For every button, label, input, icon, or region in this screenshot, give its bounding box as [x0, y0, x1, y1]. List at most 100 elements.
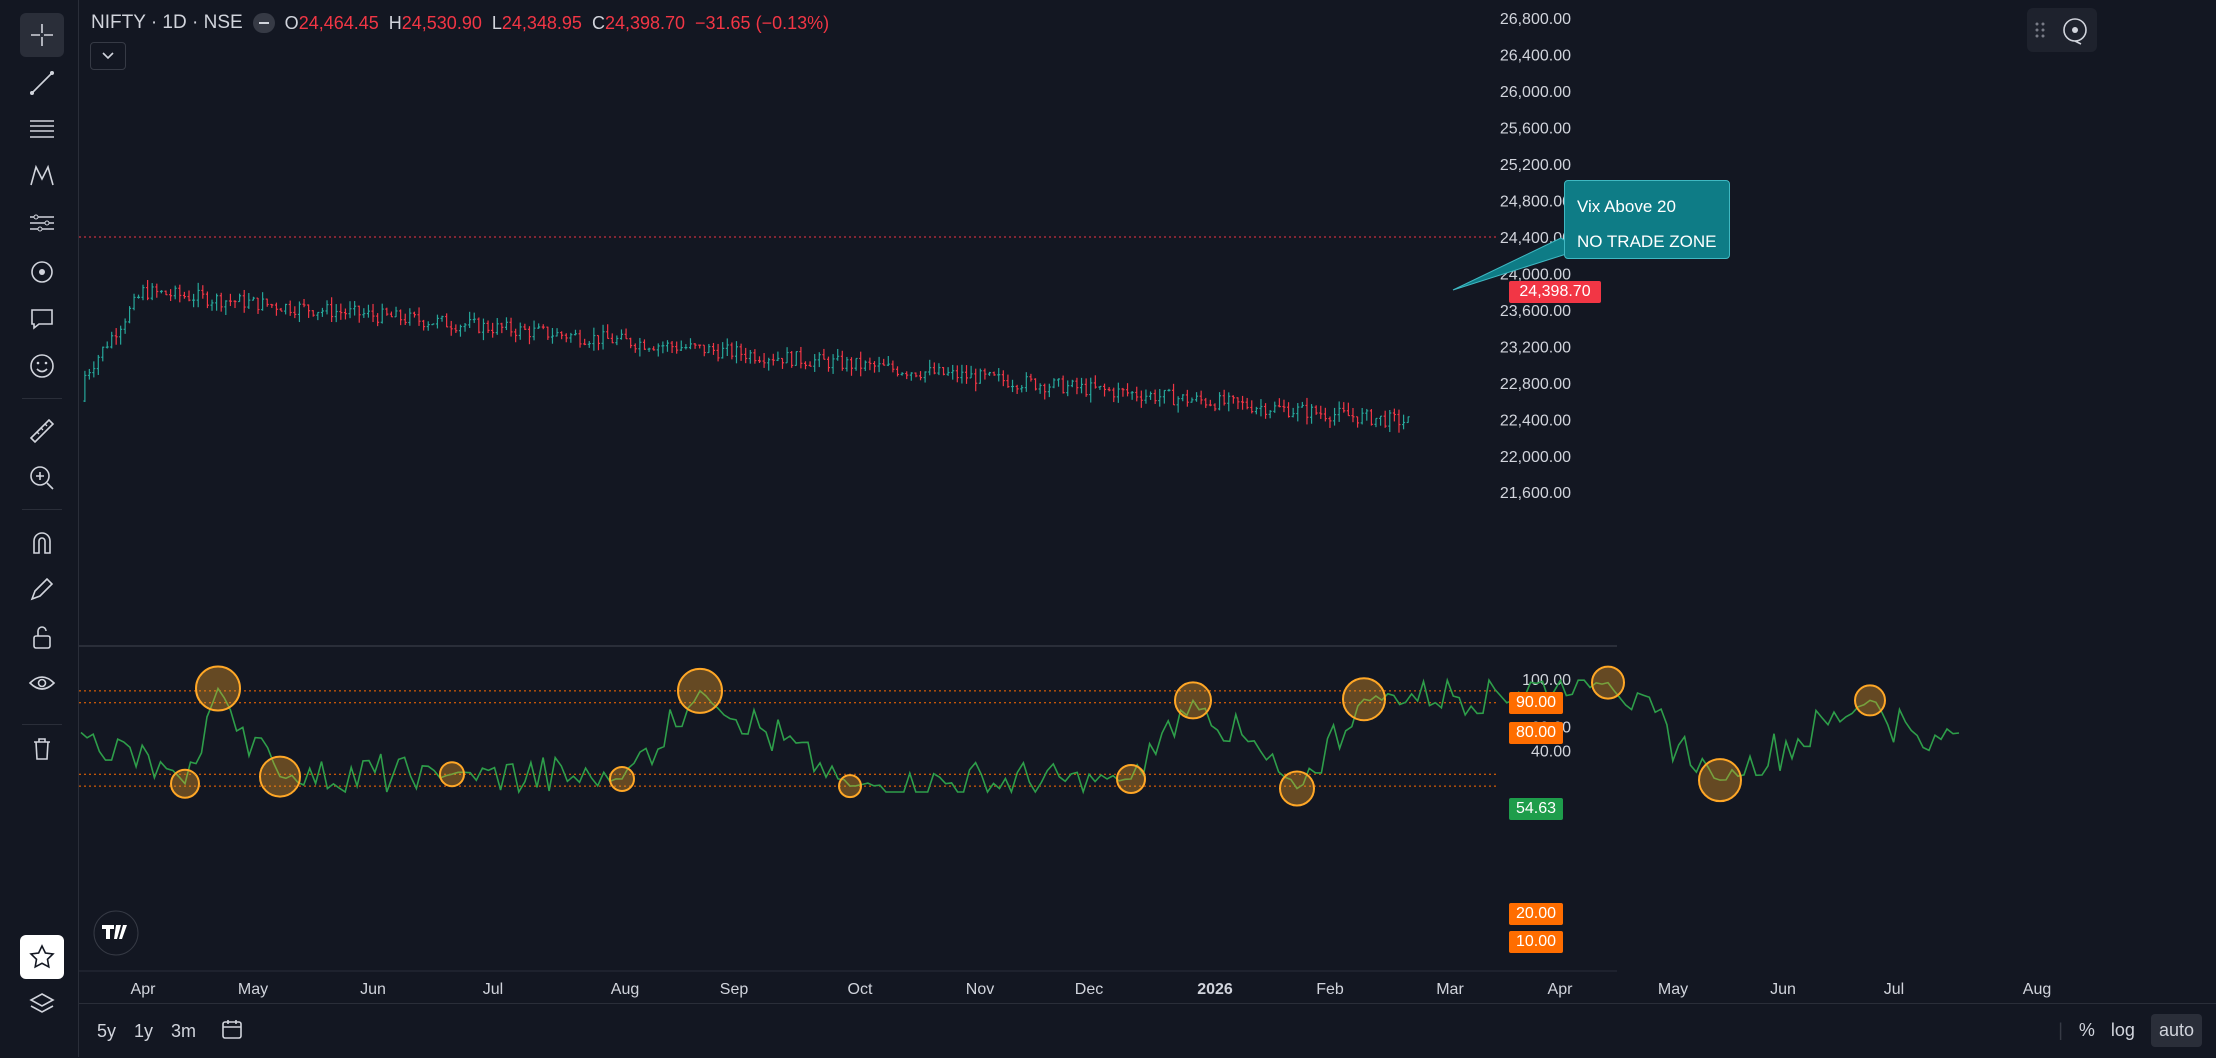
symbol-legend: NIFTY · 1D · NSE O24,464.45 H24,530.90 L…: [91, 12, 829, 34]
price-tick-label: 23,600.00: [1500, 303, 1571, 320]
highlight-marker[interactable]: [1342, 677, 1386, 722]
time-axis-label: Jun: [1770, 981, 1796, 998]
callout-line-1: Vix Above 20: [1577, 197, 1676, 216]
auto-scale-button[interactable]: auto: [2150, 1014, 2202, 1047]
highlight-marker[interactable]: [1698, 758, 1742, 803]
percent-scale-button[interactable]: %: [2078, 1020, 2095, 1040]
price-tick-label: 24,800.00: [1500, 193, 1571, 210]
legend-collapse-button[interactable]: [90, 42, 126, 70]
candles: [83, 280, 1410, 433]
time-axis-label: Dec: [1075, 981, 1103, 998]
highlight-marker[interactable]: [1174, 681, 1212, 720]
annotation-callout[interactable]: Vix Above 20 NO TRADE ZONE: [1564, 180, 1730, 259]
price-tick-label: 24,000.00: [1500, 266, 1571, 283]
scale-controls: | % log auto: [2058, 1014, 2202, 1047]
price-tick-label: 22,800.00: [1500, 376, 1571, 393]
last-price-badge: 24,398.70: [1509, 281, 1601, 303]
trend-line-icon[interactable]: [20, 61, 64, 105]
text-icon[interactable]: [20, 297, 64, 341]
time-axis-label: Apr: [1548, 981, 1574, 998]
time-axis-label: Apr: [131, 981, 157, 998]
low-value: 24,348.95: [501, 12, 582, 33]
prediction-icon[interactable]: [20, 201, 64, 245]
log-scale-button[interactable]: log: [2110, 1020, 2135, 1040]
time-axis-label: Nov: [966, 981, 994, 998]
range-3m-button[interactable]: 3m: [171, 1020, 197, 1041]
crosshair-icon[interactable]: [20, 13, 64, 57]
time-axis-label: May: [1658, 981, 1688, 998]
highlight-marker[interactable]: [1116, 763, 1146, 794]
layers-icon[interactable]: [20, 982, 64, 1026]
time-axis-label: Jun: [360, 981, 386, 998]
highlight-marker[interactable]: [195, 665, 241, 712]
time-axis-label: Jul: [1884, 981, 1904, 998]
hide-legend-icon[interactable]: [252, 13, 275, 33]
ruler-icon[interactable]: [20, 409, 64, 453]
object-tree-icon[interactable]: [2060, 15, 2090, 45]
eye-icon[interactable]: [20, 661, 64, 705]
time-axis-label: Oct: [848, 981, 873, 998]
highlight-marker[interactable]: [170, 768, 200, 799]
price-tick-label: 26,000.00: [1500, 84, 1571, 101]
bottom-toolbar: 5y 1y 3m | % log auto: [79, 1003, 2216, 1058]
low-label: L: [491, 12, 502, 33]
chevron-down-icon: [102, 52, 114, 60]
highlight-marker[interactable]: [259, 755, 301, 798]
price-tick-label: 26,400.00: [1500, 47, 1571, 64]
indicator-tick-label: 100.00: [1522, 672, 1571, 689]
left-toolbar: [0, 0, 79, 1057]
trash-icon[interactable]: [20, 726, 64, 770]
time-axis-label: Jul: [483, 981, 503, 998]
zoom-in-icon[interactable]: [20, 456, 64, 500]
calendar-icon[interactable]: [220, 1017, 244, 1046]
highlight-marker[interactable]: [677, 667, 723, 714]
highlight-marker[interactable]: [1591, 665, 1625, 700]
highlight-marker[interactable]: [1279, 770, 1315, 807]
high-value: 24,530.90: [401, 12, 482, 33]
fib-retracement-icon[interactable]: [20, 107, 64, 151]
indicator-current-badge: 54.63: [1509, 798, 1563, 820]
chart-area[interactable]: 26,800.00 26,400.00 26,000.00 25,600.00 25,2…: [79, 0, 2216, 1000]
pattern-icon[interactable]: [20, 154, 64, 198]
price-tick-label: 22,400.00: [1500, 412, 1571, 429]
change-value: −31.65 (−0.13%): [695, 12, 830, 33]
level-80-badge: 80.00: [1509, 722, 1563, 744]
high-label: H: [388, 12, 402, 33]
highlight-marker[interactable]: [609, 765, 635, 792]
drag-handle-icon[interactable]: [2034, 20, 2046, 40]
price-tick-label: 22,000.00: [1500, 449, 1571, 466]
time-axis-label: Aug: [2023, 981, 2051, 998]
price-tick-label: 25,200.00: [1500, 157, 1571, 174]
time-axis-label: May: [238, 981, 268, 998]
lock-pencil-icon[interactable]: [20, 567, 64, 611]
brush-icon[interactable]: [20, 250, 64, 294]
close-label: C: [591, 12, 605, 33]
level-20-badge: 20.00: [1509, 903, 1563, 925]
range-5y-button[interactable]: 5y: [97, 1020, 117, 1041]
price-tick-label: 21,600.00: [1500, 485, 1571, 502]
level-10-badge: 10.00: [1509, 931, 1563, 953]
price-tick-label: 23,200.00: [1500, 339, 1571, 356]
indicator-tick-label: 40.00: [1531, 743, 1571, 760]
indicator-line: [80, 677, 1960, 795]
highlight-marker[interactable]: [838, 774, 862, 799]
time-axis-label: 2026: [1197, 981, 1233, 998]
callout-line-2: NO TRADE ZONE: [1577, 232, 1717, 251]
time-axis-label: Sep: [720, 981, 749, 998]
time-axis-label: Feb: [1316, 981, 1344, 998]
chart-top-right-controls: [2027, 8, 2097, 52]
star-icon[interactable]: [20, 935, 64, 979]
unlock-icon[interactable]: [20, 615, 64, 659]
symbol-name[interactable]: NIFTY · 1D · NSE: [91, 12, 243, 33]
range-1y-button[interactable]: 1y: [134, 1020, 154, 1041]
time-axis-label: Aug: [611, 981, 639, 998]
highlight-marker[interactable]: [439, 761, 465, 788]
open-label: O: [284, 12, 299, 33]
chart-canvas[interactable]: 26,800.00 26,400.00 26,000.00 25,600.00 25,2…: [79, 0, 2216, 1000]
highlight-marker[interactable]: [1854, 684, 1886, 717]
magnet-icon[interactable]: [20, 520, 64, 564]
price-tick-label: 25,600.00: [1500, 120, 1571, 137]
close-value: 24,398.70: [604, 12, 686, 33]
tradingview-logo[interactable]: [93, 910, 139, 956]
emoji-icon[interactable]: [20, 344, 64, 388]
